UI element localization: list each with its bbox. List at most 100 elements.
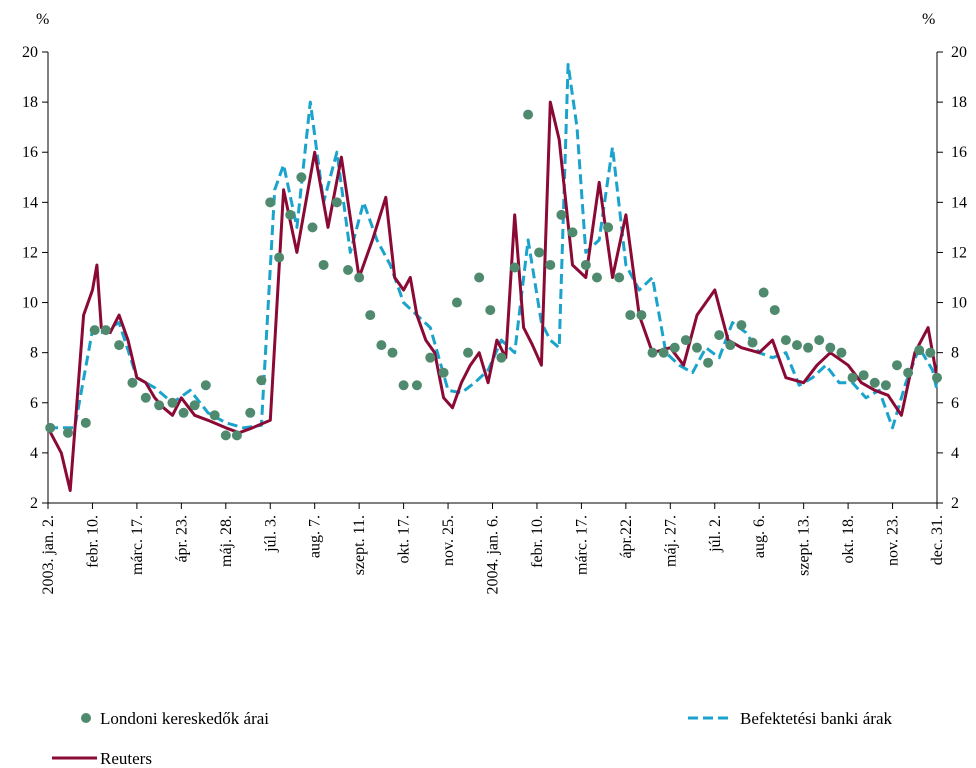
y-tick-label-left: 18 [22, 94, 38, 111]
series-point-london [614, 272, 625, 283]
series-point-london [725, 340, 736, 351]
series-point-london [354, 272, 365, 283]
series-point-london [285, 209, 296, 220]
y-tick-label-left: 6 [30, 395, 38, 412]
x-tick-label: aug. 7. [307, 515, 324, 558]
series-point-london [63, 427, 74, 438]
y-tick-label-left: 10 [22, 295, 38, 312]
series-point-london [154, 400, 165, 411]
series-point-london [387, 347, 398, 358]
series-point-london [769, 305, 780, 316]
series-point-london [556, 209, 567, 220]
series-point-london [365, 310, 376, 321]
series-point-london [680, 335, 691, 346]
legend-label-bank: Befektetési banki árak [740, 709, 892, 728]
series-point-london [567, 227, 578, 238]
series-point-london [398, 380, 409, 391]
series-point-london [220, 430, 231, 441]
x-tick-label: máj. 27. [662, 515, 679, 567]
y-unit-right: % [922, 11, 935, 28]
series-point-london [858, 370, 869, 381]
series-point-london [669, 342, 680, 353]
series-point-london [318, 259, 329, 270]
series-point-london [189, 400, 200, 411]
x-tick-label: máj. 28. [218, 515, 235, 567]
series-point-london [545, 259, 556, 270]
series-point-london [636, 310, 647, 321]
series-point-london [647, 347, 658, 358]
series-point-london [869, 377, 880, 388]
x-tick-label: aug. 6. [751, 515, 768, 558]
x-tick-label: dec. 31. [929, 515, 946, 565]
series-point-london [463, 347, 474, 358]
series-point-london [523, 109, 534, 120]
y-tick-label-left: 14 [22, 194, 38, 211]
series-point-london [903, 367, 914, 378]
series-point-london [691, 342, 702, 353]
x-tick-label: febr. 10. [84, 515, 101, 568]
series-point-london [932, 372, 942, 383]
legend-label-reuters: Reuters [100, 749, 152, 768]
y-tick-label-left: 12 [22, 244, 38, 261]
series-point-london [814, 335, 825, 346]
x-tick-label: 2004. jan. 6. [485, 515, 502, 595]
x-tick-label: márc. 17. [573, 515, 590, 575]
y-tick-label-right: 8 [951, 345, 959, 362]
y-tick-label-left: 16 [22, 144, 38, 161]
series-point-london [343, 264, 354, 275]
series-point-london [714, 330, 725, 341]
series-point-london [758, 287, 769, 298]
series-point-london [45, 422, 56, 433]
series-point-london [580, 259, 591, 270]
series-point-london [836, 347, 847, 358]
series-point-london [891, 360, 902, 371]
series-point-london [274, 252, 285, 263]
series-point-london [438, 367, 449, 378]
series-point-london [747, 337, 758, 348]
series-point-london [603, 222, 614, 233]
series-point-london [114, 340, 125, 351]
series-point-london [791, 340, 802, 351]
x-tick-label: ápr.22. [618, 515, 635, 559]
series-point-london [736, 320, 747, 331]
series-point-london [496, 352, 507, 363]
series-point-london [451, 297, 462, 308]
y-tick-label-right: 6 [951, 395, 959, 412]
x-tick-label: nov. 25. [440, 515, 457, 566]
series-point-london [509, 262, 520, 273]
series-point-london [296, 172, 307, 183]
y-tick-label-right: 12 [951, 244, 967, 261]
x-tick-label: márc. 17. [129, 515, 146, 575]
series-point-london [127, 377, 138, 388]
series-point-london [780, 335, 791, 346]
series-line-bank [48, 63, 939, 430]
y-tick-label-left: 8 [30, 345, 38, 362]
x-tick-label: okt. 17. [396, 515, 413, 563]
series-point-london [265, 197, 276, 208]
series-point-london [534, 247, 545, 258]
series-point-london [803, 342, 814, 353]
y-tick-label-left: 20 [22, 44, 38, 61]
series-point-london [411, 380, 422, 391]
y-tick-label-right: 18 [951, 94, 967, 111]
series-point-london [914, 345, 925, 356]
x-tick-label: 2003. jan. 2. [40, 515, 57, 595]
y-tick-label-right: 16 [951, 144, 967, 161]
x-tick-label: júl. 3. [262, 515, 279, 553]
series-point-london [80, 417, 91, 428]
x-tick-label: szept. 11. [351, 515, 368, 575]
series-point-london [880, 380, 891, 391]
series-point-london [825, 342, 836, 353]
series-point-london [703, 357, 714, 368]
series-point-london [376, 340, 387, 351]
series-point-london [485, 305, 496, 316]
legend-marker-london [81, 713, 91, 723]
series-point-london [245, 407, 256, 418]
series-point-london [167, 397, 178, 408]
series-point-london [231, 430, 242, 441]
series-point-london [89, 325, 100, 336]
y-tick-label-right: 14 [951, 194, 967, 211]
series-point-london [425, 352, 436, 363]
series-point-london [658, 347, 669, 358]
